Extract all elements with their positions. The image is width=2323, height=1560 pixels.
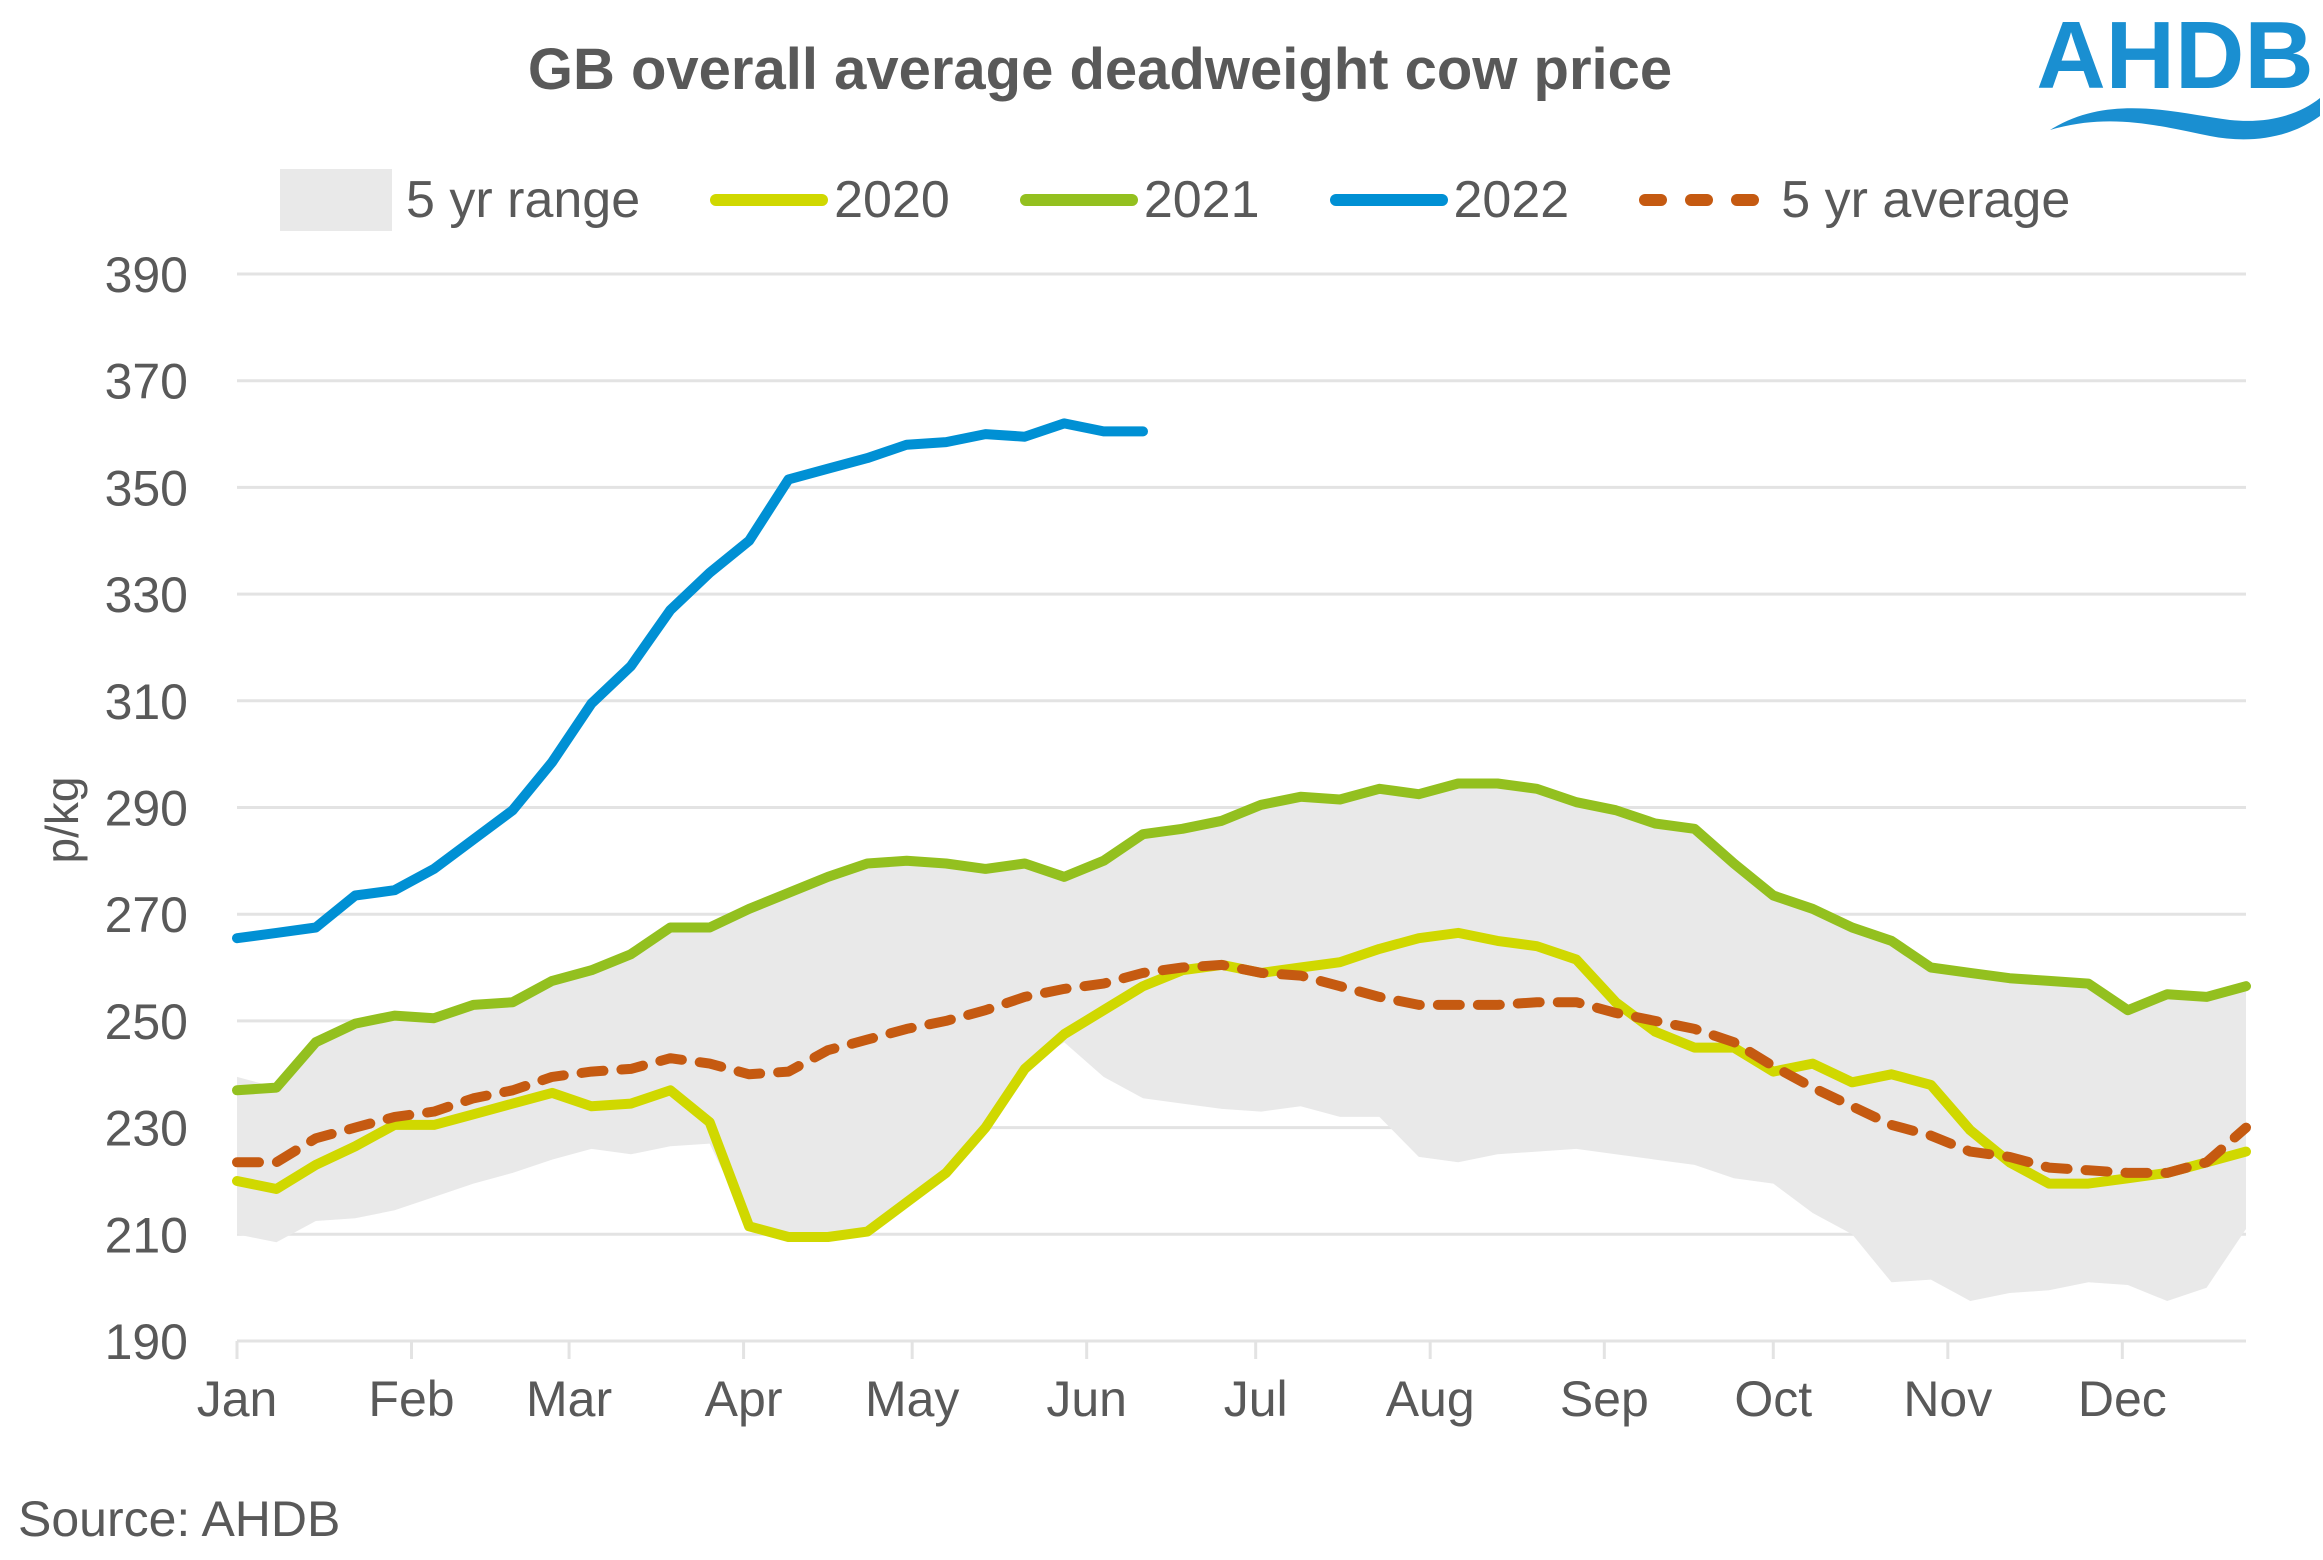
y-axis-label: p/kg [36,777,88,864]
legend-swatch-5yr-average [1639,194,1760,206]
legend-swatch-5yr-range [280,169,392,231]
y-tick-label: 330 [105,567,188,623]
y-tick-label: 190 [105,1314,188,1370]
legend-label: 2021 [1143,171,1260,229]
x-axis: Jan Feb Mar Apr May Jun Jul Aug Sep Oct Nov Dec [197,1341,2167,1427]
line-layer [232,418,2251,1242]
logo-wave-icon [2050,98,2320,140]
source-note: Source: AHDB [18,1491,341,1547]
legend-item-5yr-average: 5 yr average [1639,170,2070,230]
y-tick-label: 210 [105,1207,188,1263]
chart-title: GB overall average deadweight cow price [527,37,1673,102]
legend-item-5yr-range: 5 yr range [280,169,640,231]
legend-swatch-2020 [710,194,829,206]
series-line-5-yr-average [232,959,2251,1178]
plot-area: 190 210 230 250 270 290 310 330 350 370 390 Jan Feb… [36,247,2251,1427]
legend-label: 2022 [1453,171,1570,229]
x-tick-label: Feb [368,1371,454,1427]
legend-item-2021: 2021 [1019,170,1260,230]
y-tick-label: 270 [105,887,188,943]
x-tick-label: Dec [2078,1371,2167,1427]
area-layer [237,783,2246,1301]
series-area-5-yr-range [237,783,2246,1301]
x-tick-label: Sep [1560,1371,1649,1427]
x-tick-label: Jan [197,1371,278,1427]
y-tick-label: 370 [105,354,188,410]
y-axis: 190 210 230 250 270 290 310 330 350 370 390 [105,247,188,1370]
x-tick-label: Aug [1386,1371,1475,1427]
x-tick-label: Apr [705,1371,783,1427]
x-tick-label: Jul [1224,1371,1288,1427]
series-line-2022 [232,418,1148,944]
y-tick-label: 310 [105,674,188,730]
x-tick-label: May [865,1371,959,1427]
y-tick-label: 250 [105,994,188,1050]
x-tick-label: Mar [526,1371,612,1427]
y-tick-label: 390 [105,247,188,303]
logo-text: AHDB [2036,6,2313,109]
y-tick-label: 290 [105,781,188,837]
x-tick-label: Oct [1734,1371,1812,1427]
legend-swatch-2021 [1019,194,1138,206]
legend-label: 2020 [834,171,950,229]
x-tick-label: Jun [1046,1371,1127,1427]
legend-swatch-2022 [1329,194,1448,206]
ahdb-logo: AHDB [2036,6,2320,140]
legend: 5 yr range 2020 2021 2022 5 yr average [280,165,2140,235]
series-line-2021 [232,778,2251,1096]
y-tick-label: 350 [105,460,188,516]
x-tick-label: Nov [1903,1371,1992,1427]
y-tick-label: 230 [105,1101,188,1157]
legend-item-2022: 2022 [1329,170,1570,230]
legend-label: 5 yr average [1781,171,2071,229]
legend-label: 5 yr range [406,171,641,229]
legend-item-2020: 2020 [710,170,950,230]
